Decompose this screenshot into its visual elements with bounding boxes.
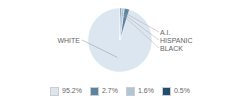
html-text:1.6%: 1.6% [137, 87, 154, 94]
svg-text:A.I.: A.I. [160, 29, 171, 36]
html-text:95.2%: 95.2% [62, 87, 82, 94]
html-text:2.7%: 2.7% [102, 87, 118, 94]
svg-text:HISPANIC: HISPANIC [160, 37, 193, 44]
html-text:0.5%: 0.5% [173, 87, 190, 94]
svg-text:BLACK: BLACK [160, 45, 183, 52]
svg-text:WHITE: WHITE [57, 37, 80, 44]
